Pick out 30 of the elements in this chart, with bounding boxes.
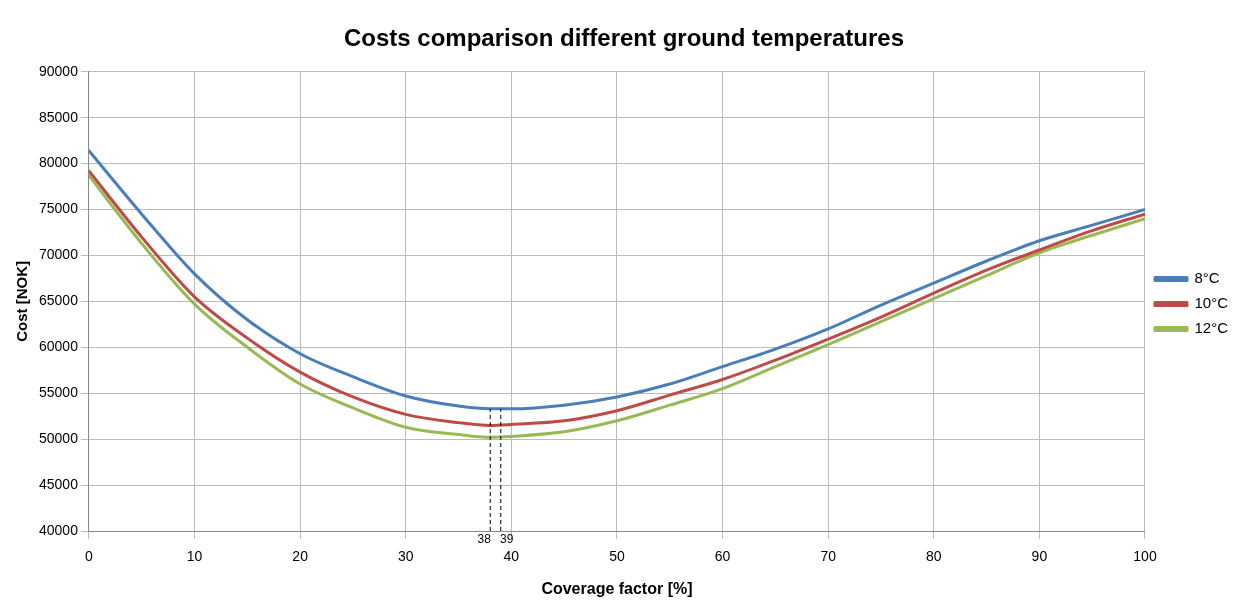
x-tick-label: 60: [714, 548, 731, 565]
y-tick-label: 40000: [38, 521, 79, 538]
ref-line-label: 39: [500, 532, 514, 547]
y-tick-label: 60000: [38, 338, 79, 355]
y-tick-label: 90000: [38, 62, 79, 79]
y-tick-label: 70000: [38, 246, 79, 263]
x-tick-label: 10: [186, 548, 203, 565]
x-tick-label: 50: [609, 548, 625, 565]
y-tick-label: 45000: [38, 475, 79, 492]
y-tick-label: 65000: [38, 292, 79, 309]
y-tick-label: 75000: [38, 200, 79, 217]
x-tick-label: 40: [503, 548, 520, 565]
chart-title: Costs comparison different ground temperatures: [343, 24, 905, 52]
y-tick-label: 85000: [38, 108, 79, 125]
ref-line-label: 38: [477, 532, 492, 547]
legend-label: 12°C: [1194, 319, 1229, 337]
x-tick-label: 100: [1133, 548, 1157, 565]
y-tick-label: 80000: [38, 154, 79, 171]
y-tick-label: 55000: [38, 384, 79, 401]
legend-label: 8°C: [1194, 269, 1220, 287]
x-tick-label: 90: [1031, 548, 1048, 565]
x-tick-label: 80: [925, 548, 942, 565]
x-tick-label: 30: [397, 548, 414, 565]
x-tick-label: 20: [292, 548, 309, 565]
x-tick-label: 70: [820, 548, 837, 565]
y-tick-label: 50000: [38, 430, 79, 447]
x-axis-title: Coverage factor [%]: [541, 579, 693, 597]
x-tick-label: 0: [85, 548, 94, 565]
legend-label: 10°C: [1194, 294, 1229, 312]
y-axis-title: Cost [NOK]: [13, 260, 31, 342]
